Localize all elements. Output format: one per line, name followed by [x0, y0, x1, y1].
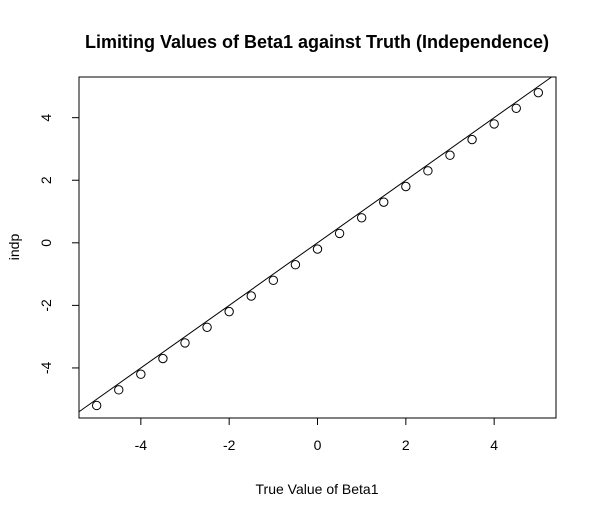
data-point	[224, 306, 234, 317]
data-point	[180, 338, 190, 348]
data-point	[445, 150, 455, 160]
data-point	[114, 385, 124, 395]
x-tick-label: 4	[490, 437, 498, 453]
data-point	[423, 166, 433, 176]
chart-title: Limiting Values of Beta1 against Truth (…	[85, 32, 549, 52]
data-point	[533, 87, 544, 98]
x-tick-label: -4	[135, 437, 148, 453]
data-point	[334, 228, 345, 239]
x-axis: -4 -2 0 2 4	[135, 418, 498, 453]
identity-reference-line	[78, 76, 552, 413]
data-point	[246, 291, 256, 301]
x-tick-label: 0	[314, 437, 322, 453]
y-tick-label: -2	[38, 299, 54, 312]
y-tick-label: 4	[38, 114, 54, 122]
data-point	[467, 134, 477, 145]
data-point	[202, 322, 212, 332]
reference-line-group	[78, 76, 552, 413]
data-point	[268, 275, 279, 286]
x-axis-label: True Value of Beta1	[256, 481, 379, 497]
data-point	[158, 353, 168, 364]
data-point	[379, 197, 389, 207]
data-point	[91, 400, 102, 411]
x-tick-label: 2	[402, 437, 410, 453]
y-tick-label: 2	[38, 176, 54, 184]
data-point	[290, 260, 301, 270]
data-points-group	[91, 87, 544, 411]
data-point	[312, 244, 323, 254]
y-axis: -4 -2 0 2 4	[38, 114, 79, 375]
data-point	[356, 213, 367, 223]
y-axis-label: indp	[6, 234, 22, 261]
x-tick-label: -2	[223, 437, 236, 453]
plot-area-frame	[78, 76, 557, 419]
data-point	[136, 369, 146, 379]
y-tick-label: 0	[38, 239, 54, 247]
data-point	[401, 181, 411, 192]
y-tick-label: -4	[38, 362, 54, 375]
data-point	[511, 103, 521, 113]
data-point	[489, 119, 499, 129]
